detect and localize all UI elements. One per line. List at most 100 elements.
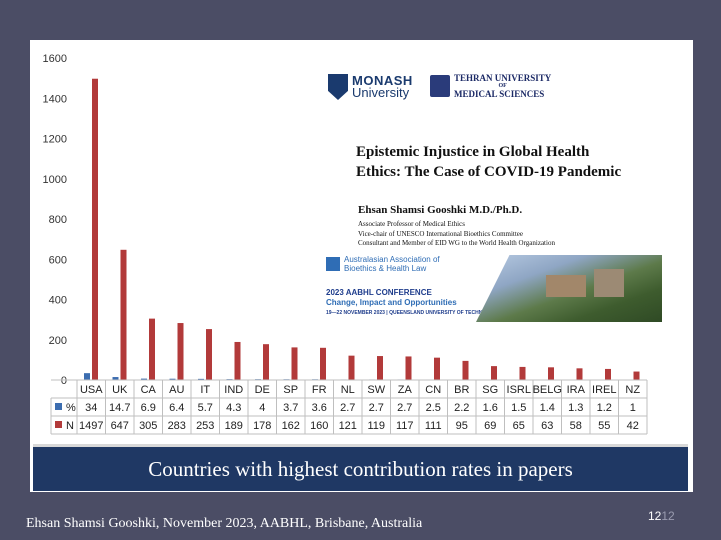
conference-date: 19—22 NOVEMBER 2023 | QUEENSLAND UNIVERS… <box>326 310 529 316</box>
category-label: IND <box>224 384 243 396</box>
campus-photo <box>476 255 662 322</box>
bar-n-it <box>206 329 212 380</box>
inset-title: Epistemic Injustice in Global Health Eth… <box>356 142 621 182</box>
bar-n-au <box>177 323 184 380</box>
category-label: BR <box>454 384 469 396</box>
legend-pct-label: % <box>66 402 76 414</box>
campus-building-2 <box>594 269 624 297</box>
inset-affiliations: Associate Professor of Medical Ethics Vi… <box>358 220 555 249</box>
pct-value: 2.7 <box>340 402 355 414</box>
n-value: 305 <box>139 420 157 432</box>
n-value: 111 <box>425 420 442 432</box>
bar-n-za <box>405 356 412 380</box>
inset-title-line1: Epistemic Injustice in Global Health <box>356 144 590 160</box>
category-label: UK <box>112 384 128 396</box>
n-value: 63 <box>541 420 553 432</box>
y-tick-label: 800 <box>49 214 67 226</box>
tehran-emblem-icon <box>430 75 450 97</box>
n-value: 95 <box>456 420 468 432</box>
tehran-line3: MEDICAL SCIENCES <box>454 89 545 99</box>
pct-value: 1.3 <box>568 402 583 414</box>
category-label: SW <box>367 384 385 396</box>
aabhl-line1: Australasian Association of <box>344 255 440 264</box>
bar-n-ira <box>576 368 583 380</box>
legend-n-label: N <box>66 420 74 432</box>
pct-value: 1.4 <box>540 402 555 414</box>
inset-title-line2: Ethics: The Case of COVID-19 Pandemic <box>356 164 622 180</box>
bar-pct-au <box>169 378 176 380</box>
affiliation-1: Associate Professor of Medical Ethics <box>358 220 465 228</box>
pct-value: 14.7 <box>109 402 130 414</box>
bar-n-irel <box>605 368 611 380</box>
y-tick-label: 1000 <box>43 174 67 186</box>
bar-pct-usa <box>84 373 90 380</box>
y-tick-label: 1200 <box>43 134 67 146</box>
pct-value: 2.7 <box>397 402 412 414</box>
bar-n-ca <box>149 318 155 380</box>
category-label: ISRL <box>507 384 531 396</box>
pct-value: 1.2 <box>597 402 612 414</box>
n-value: 283 <box>168 420 186 432</box>
inset-author: Ehsan Shamsi Gooshki M.D./Ph.D. <box>358 204 523 216</box>
pct-value: 3.6 <box>312 402 327 414</box>
bar-n-sw <box>377 356 383 380</box>
n-value: 160 <box>310 420 328 432</box>
category-label: NL <box>341 384 355 396</box>
bar-n-nz <box>633 371 640 380</box>
pct-value: 1.6 <box>483 402 498 414</box>
pct-value: 1 <box>630 402 636 414</box>
bar-n-cn <box>434 357 440 380</box>
bar-pct-ca <box>141 378 147 380</box>
n-value: 42 <box>627 420 639 432</box>
conference-title: 2023 AABHL CONFERENCE <box>326 288 432 297</box>
slide-panel: 0 200 400 600 800 1000 1200 1400 1600 USA 34 1497 UK… <box>30 40 693 492</box>
category-label: IREL <box>592 384 616 396</box>
n-value: 253 <box>196 420 214 432</box>
aabhl-mark-icon <box>326 257 340 271</box>
pct-value: 6.4 <box>169 402 184 414</box>
page-number: 1212 <box>648 509 675 523</box>
pct-value: 5.7 <box>198 402 213 414</box>
pct-value: 3.7 <box>283 402 298 414</box>
pct-value: 2.7 <box>369 402 384 414</box>
campus-building-1 <box>546 275 586 297</box>
page-number-main: 12 <box>648 509 662 523</box>
bar-n-br <box>462 360 469 380</box>
category-label: IT <box>200 384 210 396</box>
category-label: FR <box>312 384 327 396</box>
monash-logo: MONASH University <box>328 74 413 100</box>
pct-value: 6.9 <box>141 402 156 414</box>
bar-n-de <box>263 344 269 380</box>
n-value: 55 <box>598 420 610 432</box>
category-label: DE <box>255 384 270 396</box>
affiliation-2: Vice-chair of UNESCO International Bioet… <box>358 229 524 238</box>
n-value: 647 <box>111 420 129 432</box>
category-label: USA <box>80 384 103 396</box>
affiliation-3: Consultant and Member of EID WG to the W… <box>358 239 555 247</box>
tehran-line2: OF <box>498 83 507 89</box>
bar-pct-uk <box>112 377 119 380</box>
bar-n-sp <box>291 347 298 380</box>
pct-value: 2.5 <box>426 402 441 414</box>
n-value: 65 <box>513 420 525 432</box>
y-tick-label: 200 <box>49 335 67 347</box>
page-number-shadow: 12 <box>661 509 675 523</box>
bar-n-fr <box>320 347 326 380</box>
y-tick-label: 1400 <box>43 93 67 105</box>
category-label: CA <box>141 384 157 396</box>
conference-theme: Change, Impact and Opportunities <box>326 298 457 307</box>
legend-pct-swatch <box>55 403 62 410</box>
slide-footer: Ehsan Shamsi Gooshki, November 2023, AAB… <box>26 516 423 531</box>
category-label: CN <box>425 384 441 396</box>
bar-n-uk <box>120 249 127 380</box>
pct-value: 1.5 <box>511 402 526 414</box>
n-value: 117 <box>396 420 414 432</box>
y-tick-label: 600 <box>49 254 67 266</box>
n-value: 121 <box>339 420 357 432</box>
category-label: NZ <box>625 384 640 396</box>
monash-university: University <box>352 85 410 100</box>
category-label: AU <box>169 384 184 396</box>
category-label: ZA <box>398 384 413 396</box>
category-label: SP <box>283 384 298 396</box>
pct-value: 4 <box>259 402 265 414</box>
